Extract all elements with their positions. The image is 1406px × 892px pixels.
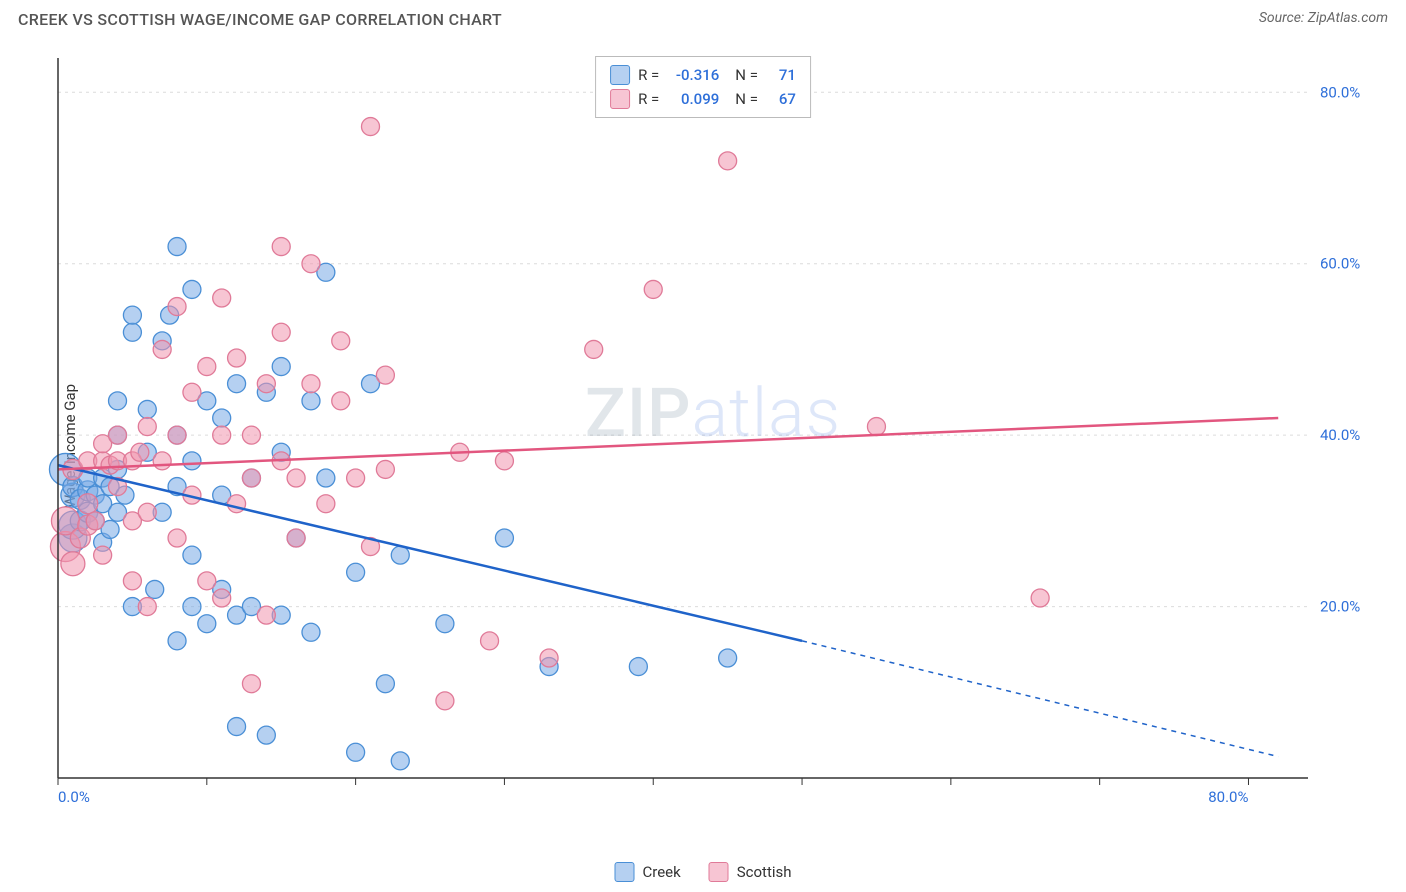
svg-text:80.0%: 80.0% [1208, 788, 1248, 806]
svg-text:40.0%: 40.0% [1320, 426, 1360, 444]
legend-row-scottish: R = 0.099 N = 67 [610, 87, 796, 111]
scottish-n-value: 67 [766, 87, 796, 111]
legend-label-scottish: Scottish [737, 863, 792, 881]
source-label: Source: ZipAtlas.com [1259, 10, 1388, 26]
svg-text:60.0%: 60.0% [1320, 255, 1360, 273]
chart-area: 20.0%40.0%60.0%80.0%0.0%80.0% ZIPatlas [48, 48, 1378, 808]
n-label: N = [735, 63, 758, 87]
n-label: N = [735, 87, 758, 111]
creek-n-value: 71 [766, 63, 796, 87]
legend-label-creek: Creek [643, 863, 681, 881]
chart-title: CREEK VS SCOTTISH WAGE/INCOME GAP CORREL… [18, 10, 502, 29]
r-label: R = [638, 87, 659, 111]
svg-text:80.0%: 80.0% [1320, 83, 1360, 101]
legend-row-creek: R = -0.316 N = 71 [610, 63, 796, 87]
r-label: R = [638, 63, 659, 87]
legend-item-creek: Creek [615, 862, 681, 882]
swatch-creek [610, 65, 630, 85]
creek-r-value: -0.316 [667, 63, 719, 87]
scatter-chart: 20.0% 40.0% 60.0% 80.0% 0.0% 80.0% [48, 48, 1378, 808]
swatch-creek [615, 862, 635, 882]
scottish-r-value: 0.099 [667, 87, 719, 111]
stats-legend: R = -0.316 N = 71 R = 0.099 N = 67 [595, 56, 811, 118]
swatch-scottish [610, 89, 630, 109]
svg-text:0.0%: 0.0% [58, 788, 90, 806]
svg-text:20.0%: 20.0% [1320, 598, 1360, 616]
legend-item-scottish: Scottish [709, 862, 792, 882]
swatch-scottish [709, 862, 729, 882]
bottom-legend: Creek Scottish [615, 862, 792, 882]
